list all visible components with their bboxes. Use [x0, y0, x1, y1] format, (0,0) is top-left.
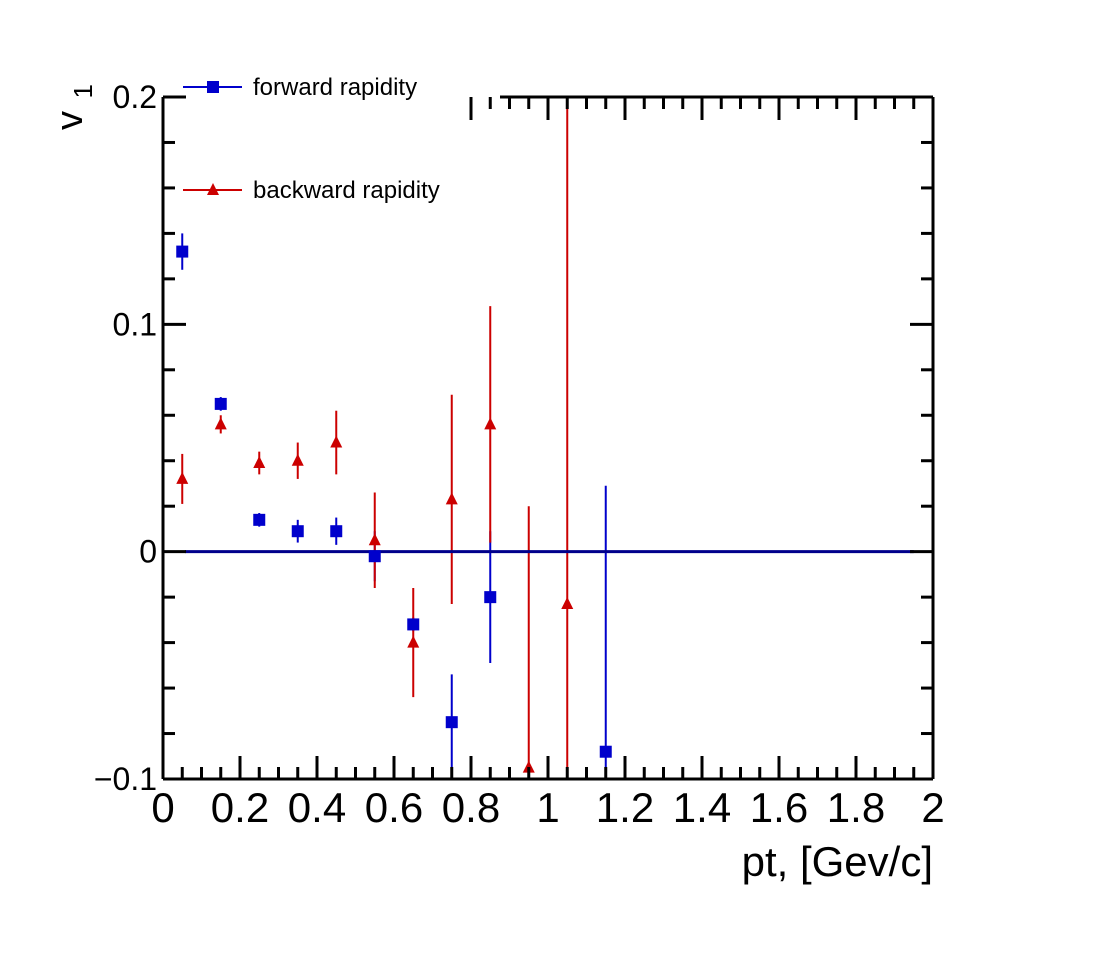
triangle-marker	[214, 417, 227, 430]
square-marker	[176, 245, 189, 258]
triangle-marker	[368, 533, 381, 546]
y-axis-label-subscript: 1	[68, 84, 98, 98]
x-tick-label: 1.4	[673, 784, 731, 831]
triangle-marker	[253, 456, 266, 469]
square-marker	[484, 591, 497, 604]
triangle-marker	[407, 635, 420, 648]
x-tick-label: 0.6	[365, 784, 423, 831]
triangle-marker	[522, 760, 535, 773]
square-marker	[407, 618, 420, 631]
x-tick-label: 1.2	[596, 784, 654, 831]
error-bars	[181, 103, 607, 779]
y-axis-label: v 1	[49, 84, 98, 130]
square-marker	[599, 745, 612, 758]
x-tick-label: 0.4	[288, 784, 346, 831]
y-tick-label: −0.1	[94, 761, 157, 797]
triangle-marker	[291, 453, 304, 466]
triangle-marker	[484, 417, 497, 430]
y-tick-label: 0.2	[113, 79, 157, 115]
triangle-marker	[445, 492, 458, 505]
x-tick-label: 0.2	[211, 784, 269, 831]
data-markers	[176, 245, 612, 773]
x-tick-label: 2	[921, 784, 944, 831]
axes: 0 0.2 0.4 0.6 0.8 1 1.2 1.4 1.6 1.8 2−0.100.10.2	[94, 79, 945, 831]
legend-label: forward rapidity	[253, 74, 417, 101]
legend: forward rapidity backward rapidity	[183, 74, 440, 204]
legend-square-marker	[207, 81, 219, 93]
square-marker	[445, 716, 458, 729]
x-tick-label: 1.6	[750, 784, 808, 831]
triangle-marker	[176, 471, 189, 484]
y-tick-label: 0	[139, 534, 157, 570]
triangle-marker	[330, 435, 343, 448]
square-marker	[368, 550, 381, 563]
y-tick-label: 0.1	[113, 306, 157, 342]
square-marker	[291, 525, 304, 538]
x-axis-label: pt, [Gev/c]	[742, 838, 933, 885]
x-tick-label: 0	[151, 784, 174, 831]
legend-label: backward rapidity	[253, 177, 440, 204]
square-marker	[253, 513, 266, 526]
square-marker	[330, 525, 343, 538]
x-tick-label: 1	[536, 784, 559, 831]
y-axis-label-main: v	[49, 111, 91, 130]
square-marker	[214, 397, 227, 410]
x-tick-label: 1.8	[827, 784, 885, 831]
triangle-marker	[561, 596, 574, 609]
x-tick-label: 0.8	[442, 784, 500, 831]
legend-triangle-marker	[207, 183, 219, 195]
